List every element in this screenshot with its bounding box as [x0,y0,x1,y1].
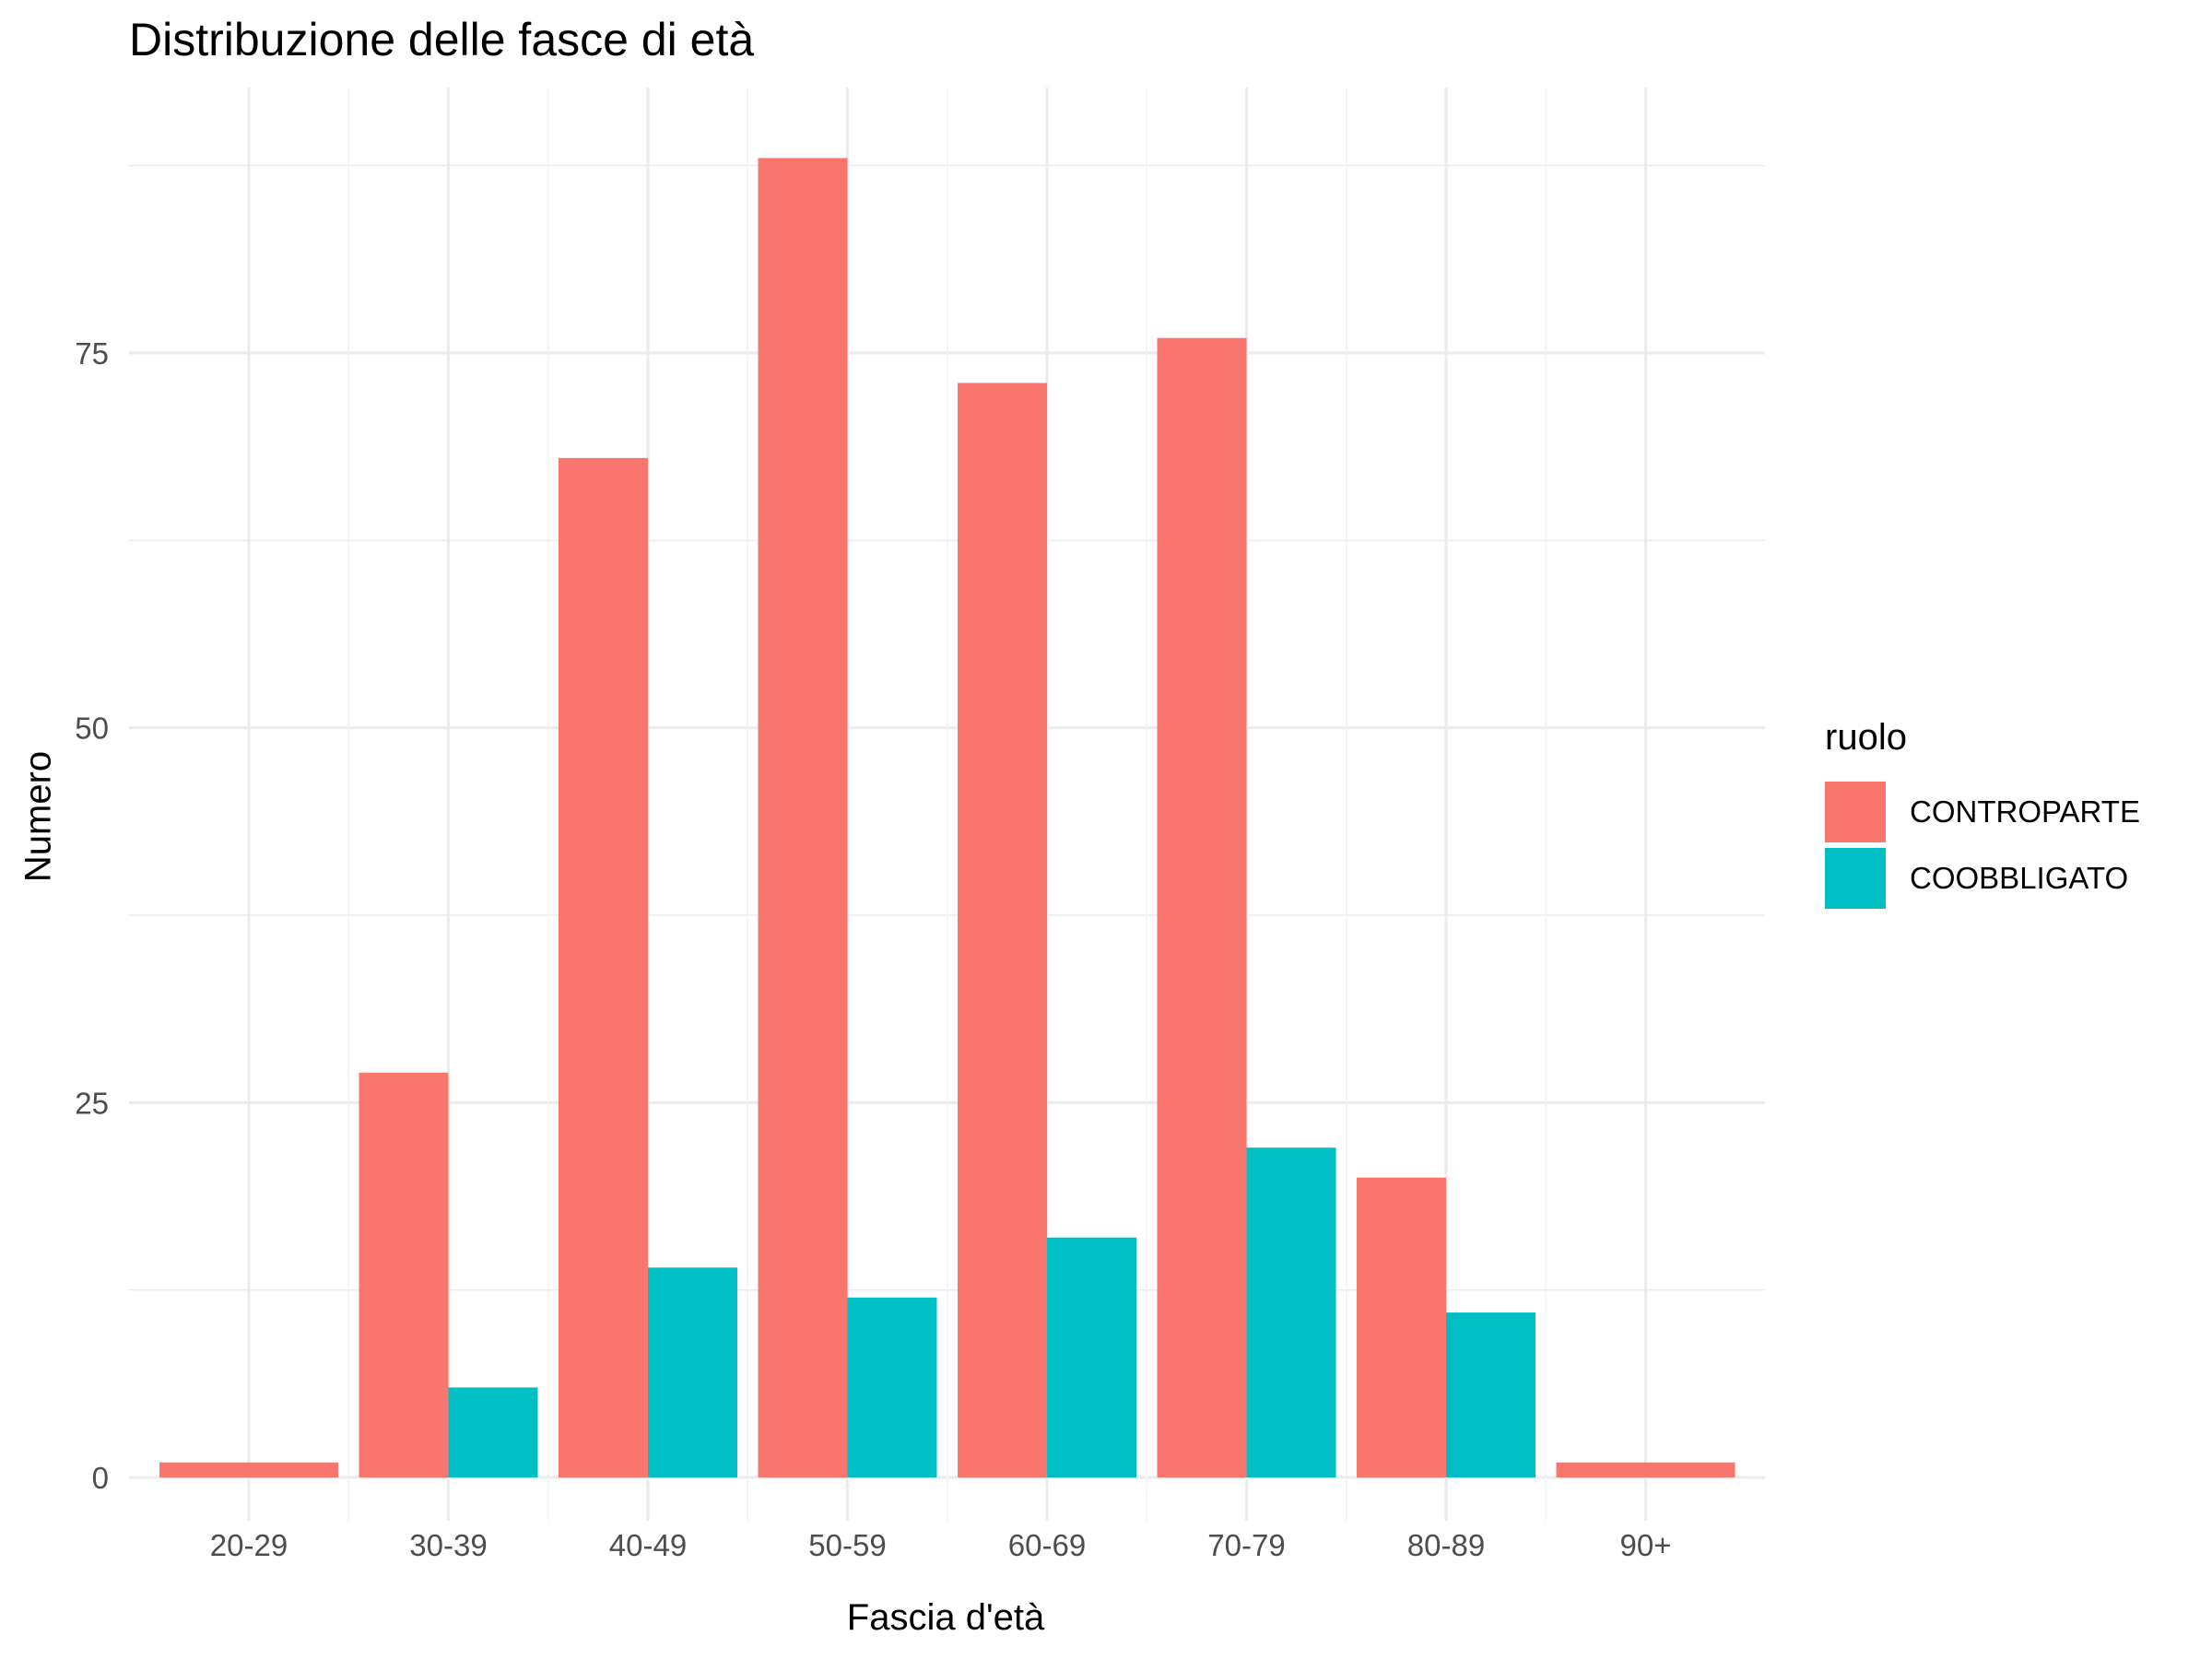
legend-label-coobbligato: COOBBLIGATO [1910,861,2129,895]
legend-label-controparte: CONTROPARTE [1910,794,2140,829]
x-tick-label: 30-39 [409,1528,487,1562]
bar-controparte-20-29 [159,1462,338,1477]
bars [159,158,1735,1478]
bar-coobbligato-50-59 [847,1297,937,1477]
y-tick-label: 75 [75,336,109,371]
legend-title: ruolo [1825,717,1907,758]
bar-coobbligato-70-79 [1246,1147,1336,1477]
bar-coobbligato-40-49 [648,1267,737,1477]
x-tick-labels: 20-29 30-39 40-49 50-59 60-69 70-79 80-89 90+ [210,1528,1672,1562]
bar-controparte-90+ [1556,1462,1735,1477]
x-axis-label-text: Fascia d'età [846,1597,1045,1638]
x-tick-label: 80-89 [1407,1528,1485,1562]
y-tick-labels: 0 25 50 75 [75,336,109,1495]
legend-item-coobbligato: COOBBLIGATO [1825,845,2140,912]
bar-controparte-80-89 [1357,1177,1446,1477]
bar-controparte-60-69 [958,382,1047,1477]
bar-coobbligato-80-89 [1446,1312,1535,1477]
legend: ruolo CONTROPARTE COOBBLIGATO [1825,717,2140,912]
x-tick-label: 20-29 [210,1528,288,1562]
x-tick-label: 70-79 [1207,1528,1285,1562]
y-tick-label: 50 [75,712,109,746]
legend-item-controparte: CONTROPARTE [1825,779,2140,845]
x-tick-label: 50-59 [808,1528,886,1562]
bar-coobbligato-60-69 [1047,1237,1136,1477]
bar-controparte-30-39 [359,1072,449,1477]
y-tick-label: 0 [92,1461,109,1495]
bar-coobbligato-30-39 [448,1387,538,1477]
x-tick-label: 60-69 [1008,1528,1086,1562]
bar-controparte-40-49 [559,457,648,1477]
bar-controparte-70-79 [1157,337,1247,1477]
x-tick-label: 90+ [1620,1528,1672,1562]
y-tick-label: 25 [75,1086,109,1120]
legend-key-coobbligato [1825,848,1886,909]
chart-title: Distribuzione delle fasce di età [129,14,755,65]
x-tick-label: 40-49 [609,1528,687,1562]
legend-key-controparte [1825,782,1886,842]
y-axis-label: Numero [18,750,59,883]
bar-controparte-50-59 [758,158,848,1478]
